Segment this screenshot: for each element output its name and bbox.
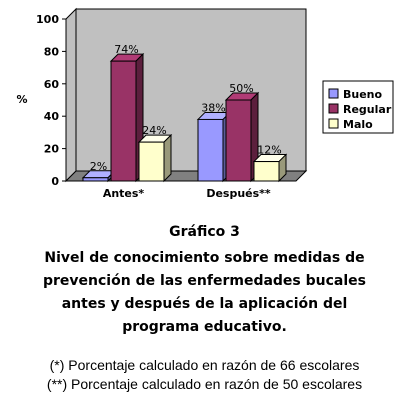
y-tick-label: 20 xyxy=(44,143,60,156)
bar xyxy=(137,133,173,183)
bar-front-face xyxy=(82,177,109,182)
bar-front-face xyxy=(253,161,280,182)
legend-swatch xyxy=(328,103,339,114)
bar-front-face xyxy=(110,60,137,182)
bar-front-face xyxy=(225,99,252,182)
caption-line-3: antes y después de la aplicación del xyxy=(61,296,348,312)
data-label: 2% xyxy=(90,160,107,173)
x-category-label: Antes* xyxy=(103,187,145,200)
bar-chart: 0 20 40 60 80 100% 2% 74% 24% Antes* 38% 50% 12% Desp… xyxy=(16,7,394,200)
data-label: 38% xyxy=(201,101,225,114)
y-tick-label: 80 xyxy=(44,45,60,58)
bar-front-face xyxy=(138,141,165,182)
figure-number: Gráfico 3 xyxy=(169,224,240,240)
x-category-label: Después** xyxy=(206,187,271,200)
bar-side-face xyxy=(163,133,172,183)
y-tick-label: 100 xyxy=(36,13,59,26)
y-axis-label: % xyxy=(16,93,27,106)
y-tick-label: 60 xyxy=(44,78,60,91)
footnote-2: (**) Porcentaje calculado en razón de 50… xyxy=(46,376,363,392)
legend-swatch xyxy=(328,118,339,129)
legend-swatch xyxy=(328,88,339,99)
bar xyxy=(252,153,288,183)
bar xyxy=(196,111,232,183)
legend-label: Regular xyxy=(343,103,392,116)
footnote-1: (*) Porcentaje calculado en razón de 66 … xyxy=(49,357,360,373)
bar-front-face xyxy=(197,118,224,182)
data-label: 74% xyxy=(114,43,138,56)
caption-line-4: programa educativo. xyxy=(122,319,287,335)
caption-line-2: prevención de las enfermedades bucales xyxy=(43,273,366,289)
caption-line-1: Nivel de conocimiento sobre medidas de xyxy=(44,250,365,266)
bar xyxy=(109,52,145,183)
data-label: 12% xyxy=(257,144,281,157)
y-tick-label: 40 xyxy=(44,110,60,123)
y-tick-label: 0 xyxy=(51,175,59,188)
data-label: 24% xyxy=(142,124,166,137)
bar xyxy=(224,91,260,183)
legend-label: Malo xyxy=(343,118,373,131)
plot-side-wall xyxy=(65,7,77,183)
data-label: 50% xyxy=(229,82,253,95)
legend-label: Bueno xyxy=(343,88,383,101)
